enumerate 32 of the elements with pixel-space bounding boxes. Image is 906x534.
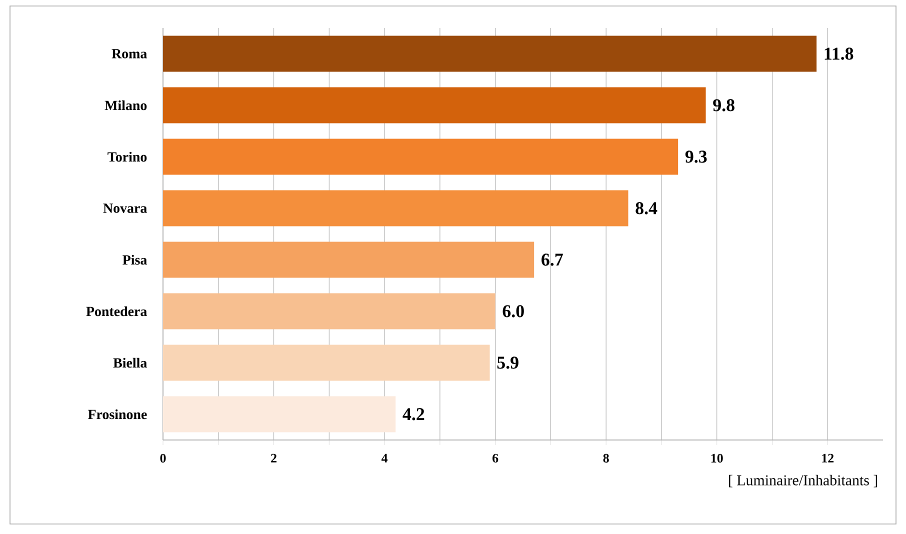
data-label: 4.2: [402, 408, 424, 420]
x-tick-label: 0: [160, 454, 166, 463]
x-tick-label: 10: [711, 454, 723, 463]
bar: [163, 36, 817, 72]
x-tick-label: 6: [492, 454, 498, 463]
bar: [163, 344, 490, 381]
bar: [163, 87, 706, 124]
data-label: 9.3: [685, 150, 707, 163]
y-tick-label: Pisa: [122, 254, 147, 265]
x-tick-label: 8: [603, 454, 609, 463]
y-tick-label: Novara: [103, 204, 147, 213]
y-tick-label: Frosinone: [88, 409, 147, 420]
data-label: 11.8: [824, 48, 854, 60]
bar: [163, 242, 534, 278]
bar: [163, 138, 678, 175]
y-tick-label: Torino: [108, 152, 147, 162]
bar: [163, 396, 396, 432]
data-label: 6.7: [542, 254, 563, 266]
y-tick-label: Pontedera: [86, 306, 147, 316]
y-tick-label: Roma: [112, 49, 147, 58]
data-label: 6.0: [502, 305, 524, 318]
bar: [163, 190, 628, 226]
data-label: 5.9: [497, 356, 518, 369]
x-tick-label: 4: [381, 454, 388, 462]
y-tick-label: Biella: [113, 358, 147, 368]
data-label: 8.4: [636, 202, 658, 214]
x-tick-label: 2: [271, 454, 276, 462]
x-axis-title: [ Luminaire/Inhabitants ]: [729, 474, 878, 488]
bar: [163, 293, 496, 330]
data-label: 9.8: [713, 99, 734, 112]
y-tick-label: Milano: [104, 100, 147, 110]
x-tick-label: 12: [822, 454, 834, 462]
